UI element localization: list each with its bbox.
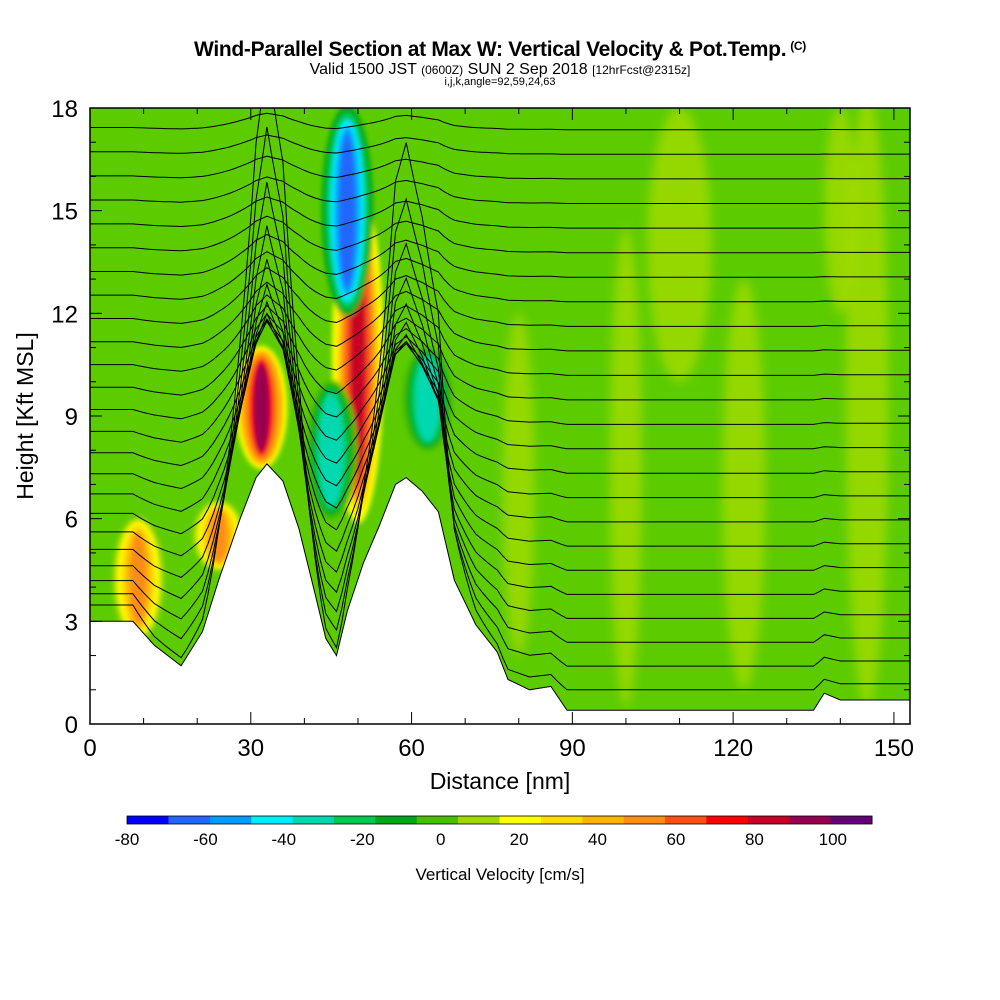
downdraft-core-layer [339,133,356,288]
theta-contour-line [90,225,910,619]
theta-contour-line [90,112,910,131]
weak-updraft-region [502,313,535,656]
y-tick-label: 3 [65,609,78,636]
theta-contour-line [90,282,910,571]
valid-date: SUN 2 Sep 2018 [467,61,588,78]
theta-contour-line [90,215,910,254]
colorbar-segment [333,816,376,824]
colorbar-tick-label: 0 [436,830,445,849]
theta-contour-line [90,68,910,80]
theta-contour-line [90,251,910,303]
colorbar-tick-label: -40 [272,830,297,849]
theta-contour-line [90,312,910,523]
axis-ticks: 0 30 60 90 120 150 0 3 6 9 12 15 18 [51,96,914,762]
y-tick-label: 12 [51,301,78,328]
theta-contour-line [90,46,910,56]
x-tick-label: 150 [874,735,914,762]
colorbar-segment [168,816,211,824]
theta-contour-line [90,196,910,229]
theta-contour-line [90,134,910,155]
colorbar-segment [251,816,294,824]
plot-area [90,23,910,724]
theta-contour-line [90,281,910,352]
chart-title-text: Wind-Parallel Section at Max W: Vertical… [194,38,787,61]
theta-contour-line [90,318,910,499]
theta-contour-line [90,300,910,547]
theta-contour-line [90,318,910,450]
section-indices: i,j,k,angle=92,59,24,63 [444,76,556,88]
theta-contour-line [90,155,910,180]
valid-time-prefix: Valid 1500 JST [309,61,417,78]
weak-updraft-region [609,227,643,707]
colorbar-segment [623,816,666,824]
forecast-info: [12hrFcst@2315z] [592,63,691,77]
y-tick-label: 18 [51,96,78,123]
updraft-core-layer [130,533,147,624]
theta-contour-line [90,233,910,278]
theta-contour-line [90,267,910,327]
weak-updraft-region [845,108,889,707]
colorbar-tick-label: -60 [193,830,218,849]
chart-subtitle: Valid 1500 JST (0600Z) SUN 2 Sep 2018 [1… [0,61,1000,79]
valid-time-utc: (0600Z) [421,63,464,77]
y-tick-label: 6 [65,507,78,534]
colorbar: -80 -60 -40 -20 0 20 40 60 80 100 [115,815,873,849]
colorbar-tick-label: -80 [115,830,140,849]
colorbar-tick-label: 80 [745,830,764,849]
colorbar-segment [499,816,542,824]
y-tick-label: 0 [65,712,78,739]
weak-updraft-region [722,279,766,690]
colorbar-segment [582,816,625,824]
colorbar-segment [830,816,873,824]
x-axis-title: Distance [nm] [430,768,571,794]
y-tick-label: 9 [65,404,78,431]
y-tick-label: 15 [51,199,78,226]
colorbar-segment [292,816,335,824]
theta-contour-line [90,312,910,425]
colorbar-segment [789,816,832,824]
theta-contour-line [90,304,910,401]
theta-contour-line [90,320,910,474]
x-tick-label: 90 [559,735,586,762]
theta-contour-line [90,176,910,204]
y-axis-title: Height [Kft MSL] [12,332,38,499]
chart-title: Wind-Parallel Section at Max W: Vertical… [0,38,1000,62]
theta-contour-line [90,259,910,595]
x-tick-label: 30 [237,735,264,762]
x-tick-label: 0 [83,735,96,762]
colorbar-segment [375,816,418,824]
theta-contour-line [90,91,910,105]
downdraft-core-layer [419,360,436,438]
copyright-mark: (C) [790,39,806,53]
updraft-core-layer [253,362,270,453]
colorbar-frame [126,815,873,825]
colorbar-segment [706,816,749,824]
colorbar-segment [209,816,252,824]
colorbar-segment [747,816,790,824]
colorbar-title: Vertical Velocity [cm/s] [415,865,584,884]
weak-updraft-region [824,108,857,314]
weak-updraft-region [647,108,712,382]
colorbar-segment [127,816,169,824]
colorbar-tick-label: 20 [510,830,529,849]
colorbar-segment [665,816,707,824]
colorbar-tick-label: 100 [819,830,847,849]
velocity-field [112,108,889,707]
colorbar-tick-label: 40 [588,830,607,849]
terrain-mask [90,463,910,724]
theta-contour-line [90,23,910,32]
colorbar-tick-label: -20 [350,830,375,849]
downdraft-core-layer [323,398,340,502]
theta-contour-line [90,294,910,376]
x-tick-label: 120 [713,735,753,762]
colorbar-segment [540,816,583,824]
colorbar-segment [458,816,500,824]
colorbar-tick-label: 60 [666,830,685,849]
theta-contours [90,23,910,691]
colorbar-segment [416,816,459,824]
x-tick-label: 60 [398,735,425,762]
